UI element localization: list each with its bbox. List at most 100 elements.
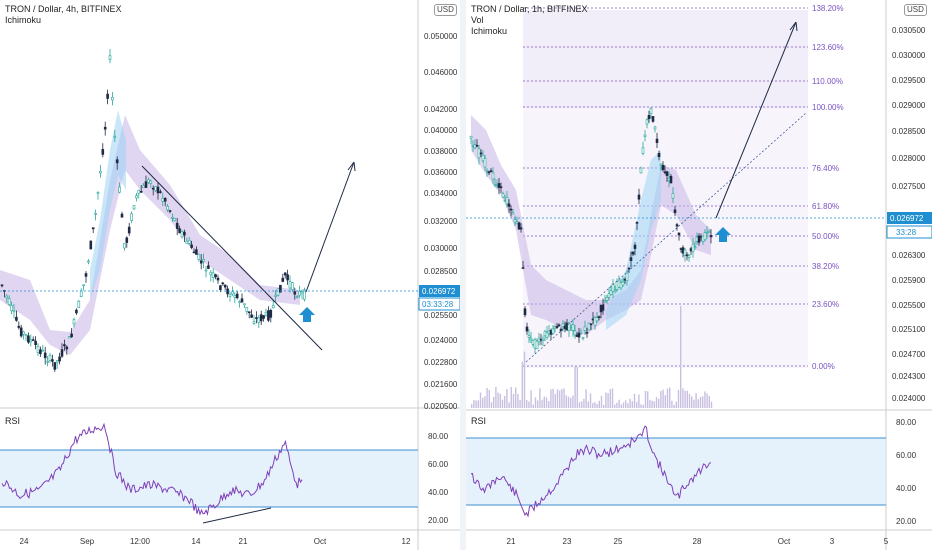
candle-body [585, 332, 589, 334]
price-tick-label: 0.034000 [424, 189, 458, 198]
fib-level-label: 110.00% [812, 77, 843, 86]
left-currency-badge[interactable]: USD [434, 4, 457, 16]
price-tick-label: 0.029500 [892, 76, 926, 85]
candle-body [274, 294, 277, 297]
left-rsi-line [1, 422, 303, 517]
candle-body [99, 171, 102, 174]
candle-body [601, 304, 605, 311]
candle-body [46, 360, 49, 363]
volume-bar [695, 393, 697, 408]
volume-bar [640, 404, 642, 408]
volume-bar [671, 400, 673, 408]
price-tick-label: 0.026300 [892, 251, 926, 260]
candle-body [103, 126, 107, 130]
candle-body [475, 144, 479, 147]
candle-body [0, 284, 4, 287]
candle-body [113, 135, 117, 138]
right-chart-panel: 138.20% 123.60% 110.00% 100.00% 76.40% 61.80%… [466, 0, 932, 550]
candle-body [247, 311, 251, 314]
volume-bar [517, 394, 519, 408]
candle-body [216, 277, 220, 281]
candle-body [593, 317, 597, 326]
left-time-tick-label: Oct [314, 537, 327, 546]
volume-bar [603, 404, 605, 408]
candle-body [137, 189, 141, 194]
volume-bar [552, 388, 554, 408]
candle-body [597, 316, 601, 318]
left-time-tick-label: 12 [402, 537, 411, 546]
candle-body [5, 295, 9, 299]
candle-body [123, 243, 126, 249]
left-rsi-label: RSI [5, 416, 21, 426]
left-time-tick-label: 12:00 [130, 537, 151, 546]
candle-body [499, 186, 503, 189]
volume-bar [636, 402, 638, 408]
volume-bar [554, 394, 556, 408]
candle-body [605, 297, 609, 301]
price-tick-label: 0.036000 [424, 168, 458, 177]
candle-body [581, 336, 585, 339]
candle-body [7, 298, 11, 305]
volume-bar [607, 393, 609, 408]
left-chart-svg[interactable]: 0.050000 0.046000 0.042000 0.040000 0.038000… [0, 0, 460, 550]
price-tick-label: 0.024700 [892, 350, 926, 359]
price-tick-label: 0.030500 [892, 26, 926, 35]
volume-bar [570, 397, 572, 408]
right-time-tick-label: 23 [563, 537, 572, 546]
right-price-tag: 0.026972 [890, 214, 924, 223]
left-rsi-band [0, 450, 418, 507]
volume-bar [688, 393, 691, 408]
candle-body [142, 185, 145, 188]
candle-body [36, 345, 40, 353]
candle-body [70, 333, 73, 338]
right-time-tick-label: 3 [830, 537, 835, 546]
volume-bar [572, 395, 574, 408]
candle-body [53, 362, 57, 370]
candle-body [197, 253, 201, 260]
candle-body [228, 293, 232, 297]
price-tick-label: 0.020500 [424, 402, 458, 411]
candle-body [685, 254, 689, 257]
candle-body [469, 135, 473, 139]
volume-bar [585, 389, 587, 408]
candle-body [567, 322, 571, 331]
left-time-tick-label: Sep [80, 537, 95, 546]
candle-body [82, 284, 85, 287]
candle-body [51, 359, 54, 362]
candle-body [267, 310, 270, 321]
candle-body [245, 306, 249, 312]
fib-level-label: 38.20% [812, 262, 839, 271]
right-chart-svg[interactable]: 138.20% 123.60% 110.00% 100.00% 76.40% 61.80%… [466, 0, 932, 550]
candle-body [705, 232, 709, 234]
candle-body [87, 260, 90, 263]
volume-bar [598, 400, 600, 408]
candle-body [505, 196, 509, 205]
volume-bar [512, 393, 515, 408]
left-price-tag: 0.026972 [422, 287, 456, 296]
volume-bar [521, 361, 523, 408]
candle-body [223, 284, 227, 288]
candle-body [276, 288, 280, 296]
volume-bar [697, 399, 699, 408]
candle-body [643, 134, 647, 137]
candle-body [101, 149, 105, 155]
volume-bar [642, 404, 644, 408]
left-rsi-divergence-line [202, 507, 272, 524]
volume-bar [609, 389, 611, 408]
price-tick-label: 0.025900 [892, 276, 926, 285]
candle-body [509, 208, 513, 211]
volume-bar [669, 387, 671, 408]
volume-bar [631, 401, 633, 408]
candle-body [195, 249, 198, 255]
candle-body [120, 213, 124, 218]
candle-body [132, 205, 136, 210]
candle-body [625, 272, 629, 281]
candle-body [677, 232, 681, 236]
candle-body [10, 305, 13, 312]
candle-body [673, 209, 677, 214]
left-candles [0, 48, 306, 372]
price-tick-label: 0.042000 [424, 105, 458, 114]
candle-body [15, 316, 18, 321]
price-tick-label: 0.022800 [424, 358, 458, 367]
right-currency-badge[interactable]: USD [904, 4, 927, 16]
